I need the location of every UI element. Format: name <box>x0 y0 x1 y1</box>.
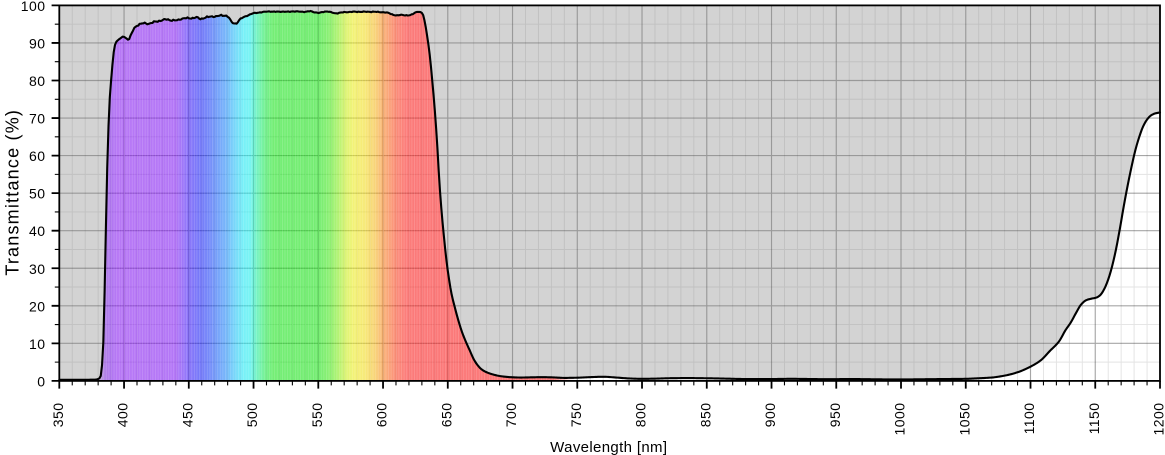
svg-text:850: 850 <box>697 403 713 428</box>
svg-text:750: 750 <box>568 403 584 428</box>
svg-text:450: 450 <box>179 403 195 428</box>
svg-text:10: 10 <box>29 336 45 352</box>
svg-text:50: 50 <box>29 186 45 202</box>
svg-text:950: 950 <box>827 403 843 428</box>
svg-text:1050: 1050 <box>956 403 972 436</box>
svg-text:Transmittance (%): Transmittance (%) <box>3 109 23 276</box>
svg-text:900: 900 <box>762 403 778 428</box>
svg-text:550: 550 <box>309 403 325 428</box>
svg-text:700: 700 <box>503 403 519 428</box>
svg-text:350: 350 <box>50 403 66 428</box>
svg-text:400: 400 <box>115 403 131 428</box>
svg-text:40: 40 <box>29 223 45 239</box>
svg-text:800: 800 <box>633 403 649 428</box>
svg-text:1000: 1000 <box>892 403 908 436</box>
svg-text:60: 60 <box>29 148 45 164</box>
svg-text:90: 90 <box>29 35 45 51</box>
svg-text:1150: 1150 <box>1086 403 1102 435</box>
svg-text:500: 500 <box>244 403 260 428</box>
svg-text:30: 30 <box>29 261 45 277</box>
svg-text:80: 80 <box>29 73 45 89</box>
svg-text:650: 650 <box>438 403 454 428</box>
svg-text:Wavelength [nm]: Wavelength [nm] <box>550 439 667 455</box>
svg-text:1200: 1200 <box>1151 403 1165 436</box>
svg-text:600: 600 <box>374 403 390 428</box>
svg-text:1100: 1100 <box>1021 403 1037 435</box>
svg-text:0: 0 <box>37 373 45 389</box>
svg-text:100: 100 <box>21 0 46 14</box>
svg-text:70: 70 <box>29 111 45 127</box>
svg-text:20: 20 <box>29 298 45 314</box>
